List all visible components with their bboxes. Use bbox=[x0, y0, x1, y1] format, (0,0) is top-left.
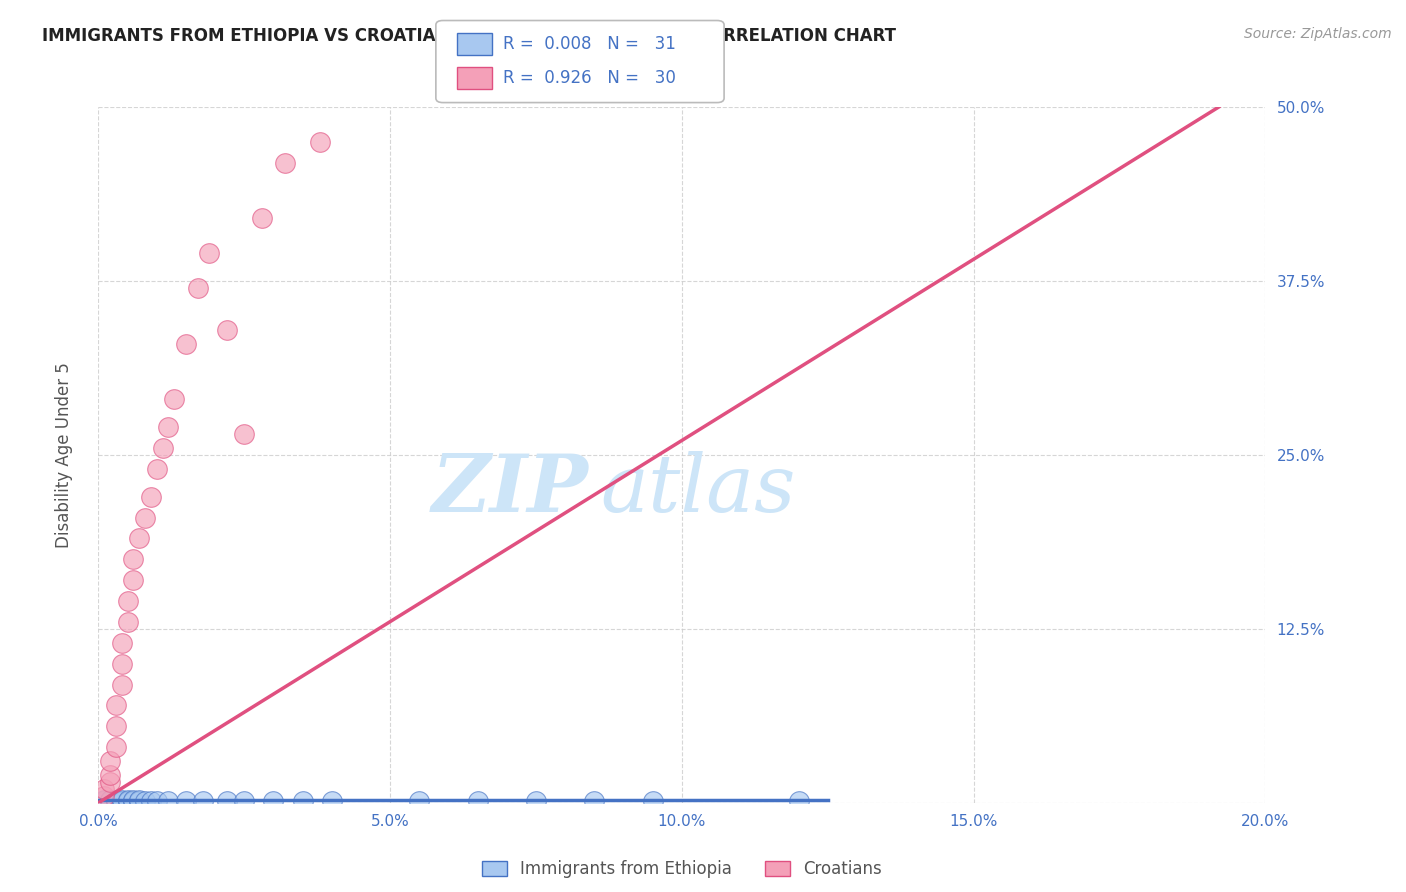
Point bbox=[291, 794, 314, 808]
Point bbox=[583, 794, 606, 808]
Point bbox=[198, 246, 221, 260]
Point bbox=[233, 427, 256, 442]
Point bbox=[93, 793, 115, 807]
Point bbox=[111, 657, 134, 671]
Point bbox=[128, 532, 150, 546]
Point bbox=[98, 794, 121, 808]
Point bbox=[274, 155, 297, 169]
Point bbox=[111, 677, 134, 691]
Point bbox=[187, 281, 209, 295]
Point bbox=[157, 794, 180, 808]
Point bbox=[104, 719, 127, 733]
Point bbox=[408, 794, 430, 808]
Point bbox=[134, 510, 156, 524]
Text: ZIP: ZIP bbox=[432, 451, 589, 528]
Point bbox=[163, 392, 186, 407]
Point bbox=[104, 794, 127, 808]
Point bbox=[321, 794, 343, 808]
Point bbox=[93, 794, 115, 808]
Point bbox=[98, 768, 121, 782]
Point bbox=[122, 573, 145, 587]
Point bbox=[122, 793, 145, 807]
Point bbox=[215, 794, 238, 808]
Point bbox=[174, 336, 197, 351]
Point bbox=[98, 754, 121, 768]
Point bbox=[117, 794, 139, 808]
Point bbox=[262, 794, 284, 808]
Point bbox=[309, 135, 332, 149]
Point bbox=[641, 794, 664, 808]
Point bbox=[146, 794, 169, 808]
Text: R =  0.008   N =   31: R = 0.008 N = 31 bbox=[503, 35, 676, 54]
Point bbox=[233, 794, 256, 808]
Point bbox=[193, 794, 215, 808]
Point bbox=[152, 441, 174, 455]
Point bbox=[104, 740, 127, 755]
Point bbox=[122, 552, 145, 566]
Point bbox=[104, 698, 127, 713]
Point bbox=[139, 490, 162, 504]
Point bbox=[139, 794, 162, 808]
Point bbox=[98, 793, 121, 807]
Legend: Immigrants from Ethiopia, Croatians: Immigrants from Ethiopia, Croatians bbox=[475, 854, 889, 885]
Point bbox=[111, 793, 134, 807]
Point bbox=[117, 594, 139, 608]
Point bbox=[111, 636, 134, 650]
Text: IMMIGRANTS FROM ETHIOPIA VS CROATIAN DISABILITY AGE UNDER 5 CORRELATION CHART: IMMIGRANTS FROM ETHIOPIA VS CROATIAN DIS… bbox=[42, 27, 896, 45]
Text: R =  0.926   N =   30: R = 0.926 N = 30 bbox=[503, 69, 676, 87]
Point bbox=[128, 794, 150, 808]
Point bbox=[524, 794, 547, 808]
Text: atlas: atlas bbox=[600, 451, 796, 528]
Point bbox=[93, 781, 115, 796]
Text: Source: ZipAtlas.com: Source: ZipAtlas.com bbox=[1244, 27, 1392, 41]
Point bbox=[98, 775, 121, 789]
Point bbox=[104, 793, 127, 807]
Point bbox=[117, 615, 139, 629]
Point bbox=[250, 211, 273, 226]
Point bbox=[215, 323, 238, 337]
Point bbox=[174, 794, 197, 808]
Point bbox=[122, 794, 145, 808]
Point bbox=[111, 794, 134, 808]
Point bbox=[117, 793, 139, 807]
Point bbox=[128, 793, 150, 807]
Point bbox=[93, 789, 115, 803]
Point bbox=[134, 794, 156, 808]
Y-axis label: Disability Age Under 5: Disability Age Under 5 bbox=[55, 362, 73, 548]
Point bbox=[467, 794, 489, 808]
Point bbox=[146, 462, 169, 476]
Point bbox=[157, 420, 180, 434]
Point bbox=[787, 794, 810, 808]
